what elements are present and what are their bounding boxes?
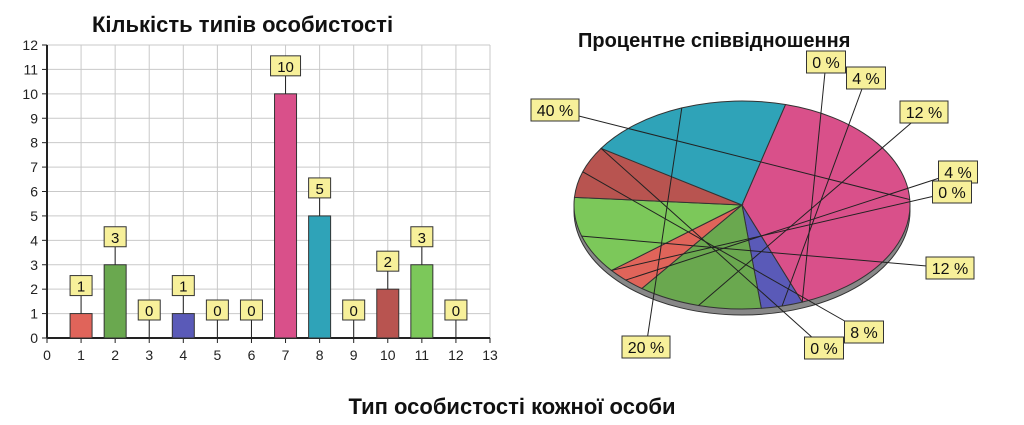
pie-label-box	[844, 320, 884, 344]
pie-label-leader	[600, 147, 825, 349]
bar-chart-title: Кількість типів особистості	[92, 12, 394, 37]
data-label-box	[239, 299, 263, 321]
pie-label-leader	[611, 191, 953, 271]
pie-label-box	[621, 335, 671, 359]
y-tick-label: 10	[22, 86, 38, 102]
x-tick-label: 10	[380, 347, 396, 363]
x-tick-label: 2	[111, 347, 119, 363]
pie-chart-title: Процентне співвідношення	[578, 30, 851, 52]
y-tick-label: 4	[30, 232, 38, 248]
pie-slice-label: 8 %	[850, 325, 878, 342]
y-tick-label: 3	[30, 257, 38, 273]
data-label-box	[69, 275, 93, 297]
x-tick-label: 0	[43, 347, 51, 363]
pie-slice-label: 4 %	[852, 71, 880, 88]
y-tick-label: 8	[30, 135, 38, 151]
data-label-box	[342, 299, 366, 321]
pie-label-leader	[554, 109, 910, 201]
data-label-box	[444, 299, 468, 321]
y-tick-label: 11	[23, 61, 38, 77]
pie-slice-label: 0 %	[938, 185, 966, 202]
y-tick-label: 9	[30, 110, 38, 126]
pie-slice-label: 20 %	[628, 340, 664, 357]
data-label: 10	[277, 59, 294, 76]
pie-slice-label: 12 %	[932, 261, 968, 278]
data-label: 0	[350, 303, 358, 320]
y-tick-label: 2	[30, 281, 38, 297]
data-label-box	[171, 275, 195, 297]
x-tick-label: 9	[350, 347, 358, 363]
pie-label-box	[806, 50, 846, 74]
pie-slice-label: 0 %	[812, 55, 840, 72]
pie-label-leader	[698, 111, 925, 306]
pie-label-leader	[581, 235, 951, 269]
data-label-box	[308, 177, 332, 199]
data-label: 2	[384, 254, 392, 271]
y-tick-label: 7	[30, 159, 38, 175]
x-tick-label: 6	[248, 347, 256, 363]
data-label: 1	[77, 279, 85, 296]
pie-slice	[573, 196, 744, 272]
data-label-box	[410, 226, 434, 248]
data-label-box	[137, 299, 161, 321]
pie-label-leader	[781, 77, 867, 307]
x-tick-label: 5	[213, 347, 221, 363]
data-label: 0	[213, 303, 221, 320]
data-label: 3	[418, 230, 426, 247]
pie-label-box	[899, 100, 949, 124]
data-label: 1	[179, 279, 187, 296]
data-label: 5	[315, 181, 323, 198]
pie-slice	[640, 204, 762, 310]
y-tick-label: 12	[22, 37, 38, 53]
y-tick-label: 1	[30, 306, 38, 322]
pie-label-box	[925, 256, 975, 280]
x-tick-label: 8	[316, 347, 324, 363]
pie-label-leader	[801, 61, 827, 303]
x-tick-label: 13	[482, 347, 498, 363]
pie-label-box	[804, 336, 844, 360]
data-label-box	[103, 226, 127, 248]
pie-label-leader	[582, 171, 865, 333]
data-label: 0	[247, 303, 255, 320]
data-label: 0	[145, 303, 153, 320]
data-label-box	[376, 250, 400, 272]
pie-chart: 40 % 0 % 4 % 12 % 4 % 0 % 12 % 8 % 0 % 20 %	[530, 50, 978, 360]
pie-label-leader	[645, 107, 683, 348]
pie-slice-label: 40 %	[537, 103, 573, 120]
data-label: 0	[452, 303, 460, 320]
x-tick-label: 4	[179, 347, 187, 363]
pie-slice-label: 12 %	[906, 105, 942, 122]
x-axis-title: Тип особистості кожної особи	[348, 394, 676, 419]
pie-label-box	[932, 180, 972, 204]
x-tick-label: 7	[282, 347, 290, 363]
pie-slice-label: 4 %	[944, 165, 972, 182]
y-tick-label: 5	[30, 208, 38, 224]
x-tick-label: 3	[145, 347, 153, 363]
y-tick-label: 0	[30, 330, 38, 346]
pie-label-box	[530, 98, 580, 122]
pie-label-box	[846, 66, 886, 90]
x-tick-label: 12	[448, 347, 464, 363]
pie-slice-label: 0 %	[810, 341, 838, 358]
data-label: 3	[111, 230, 119, 247]
x-tick-label: 11	[415, 347, 430, 363]
y-tick-label: 6	[30, 184, 38, 200]
data-label-box	[205, 299, 229, 321]
pie-label-leader	[625, 171, 959, 281]
data-label-box	[270, 55, 302, 77]
x-tick-label: 1	[77, 347, 85, 363]
